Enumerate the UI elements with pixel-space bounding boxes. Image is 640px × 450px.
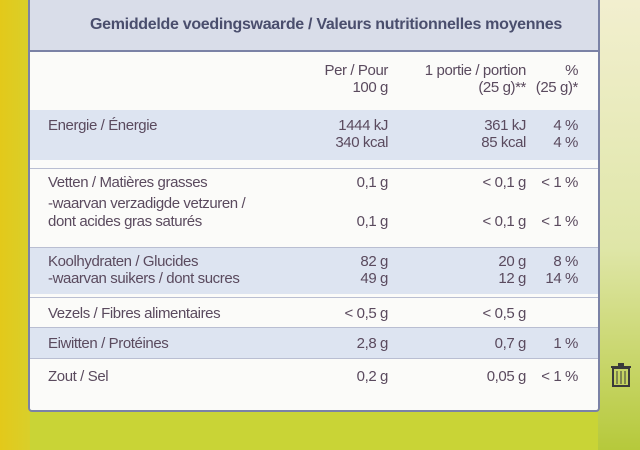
percent-saturated-fat: < 1 % [541, 213, 578, 230]
value-energy-kcal-portion: 85 kcal [481, 134, 526, 151]
percent-fat: < 1 % [541, 174, 578, 191]
percent-carbohydrates: 8 % [553, 253, 578, 270]
label-protein: Eiwitten / Protéines [48, 335, 169, 352]
package-background-left [0, 0, 30, 450]
percent-salt: < 1 % [541, 368, 578, 385]
percent-sugars: 14 % [545, 270, 578, 287]
nutrient-row-fat: Vetten / Matières grasses 0,1 g < 0,1 g … [30, 168, 598, 193]
header-portion-line1: 1 portie / portion [424, 62, 527, 79]
value-fat-100g: 0,1 g [356, 174, 389, 191]
trash-bin-icon [611, 363, 631, 387]
nutrition-label: Gemiddelde voedingswaarde / Valeurs nutr… [28, 0, 600, 412]
header-percent-line2: (25 g)* [535, 79, 579, 96]
label-sugars: -waarvan suikers / dont sucres [48, 270, 240, 287]
value-energy-kj-100g: 1444 kJ [338, 117, 388, 134]
label-salt: Zout / Sel [48, 368, 109, 385]
nutrient-row-energy: Energie / Énergie 1444 kJ 340 kcal 361 k… [30, 110, 598, 160]
label-fat: Vetten / Matières grasses [48, 174, 208, 191]
value-salt-100g: 0,2 g [356, 368, 389, 385]
value-carbohydrates-100g: 82 g [360, 253, 388, 270]
value-protein-100g: 2,8 g [356, 335, 389, 352]
header-portion-line2: (25 g)** [478, 79, 526, 96]
value-energy-kj-portion: 361 kJ [484, 117, 526, 134]
value-salt-portion: 0,05 g [486, 368, 527, 385]
value-saturated-fat-100g: 0,1 g [356, 213, 389, 230]
value-saturated-fat-portion: < 0,1 g [482, 213, 527, 230]
header-percent-line1: % [565, 62, 578, 79]
nutrient-row-protein: Eiwitten / Protéines 2,8 g 0,7 g 1 % [30, 327, 598, 358]
value-energy-kcal-100g: 340 kcal [335, 134, 388, 151]
value-fibre-portion: < 0,5 g [482, 305, 527, 322]
label-fibre: Vezels / Fibres alimentaires [48, 305, 221, 322]
nutrient-row-saturated-fat: -waarvan verzadigde vetzuren / dont acid… [30, 192, 598, 242]
header-per100-line2: 100 g [352, 79, 388, 96]
percent-energy-kj: 4 % [553, 117, 578, 134]
label-saturated-fat-nl: -waarvan verzadigde vetzuren / [48, 195, 246, 212]
label-carbohydrates: Koolhydraten / Glucides [48, 253, 199, 270]
side-print-text [624, 200, 638, 340]
label-title: Gemiddelde voedingswaarde / Valeurs nutr… [30, 0, 598, 52]
header-per100-line1: Per / Pour [324, 62, 388, 79]
value-carbohydrates-portion: 20 g [498, 253, 526, 270]
label-saturated-fat-fr: dont acides gras saturés [48, 213, 202, 230]
nutrient-row-salt: Zout / Sel 0,2 g 0,05 g < 1 % [30, 358, 598, 395]
value-sugars-portion: 12 g [498, 270, 526, 287]
nutrient-row-fibre: Vezels / Fibres alimentaires < 0,5 g < 0… [30, 297, 598, 328]
label-energy: Energie / Énergie [48, 117, 158, 134]
value-fat-portion: < 0,1 g [482, 174, 527, 191]
value-fibre-100g: < 0,5 g [344, 305, 389, 322]
column-header-row: Per / Pour 100 g 1 portie / portion (25 … [30, 60, 598, 106]
value-sugars-100g: 49 g [360, 270, 388, 287]
package-background-right [598, 0, 640, 450]
percent-protein: 1 % [553, 335, 578, 352]
percent-energy-kcal: 4 % [553, 134, 578, 151]
nutrient-row-carbohydrates: Koolhydraten / Glucides -waarvan suikers… [30, 247, 598, 294]
value-protein-portion: 0,7 g [494, 335, 527, 352]
